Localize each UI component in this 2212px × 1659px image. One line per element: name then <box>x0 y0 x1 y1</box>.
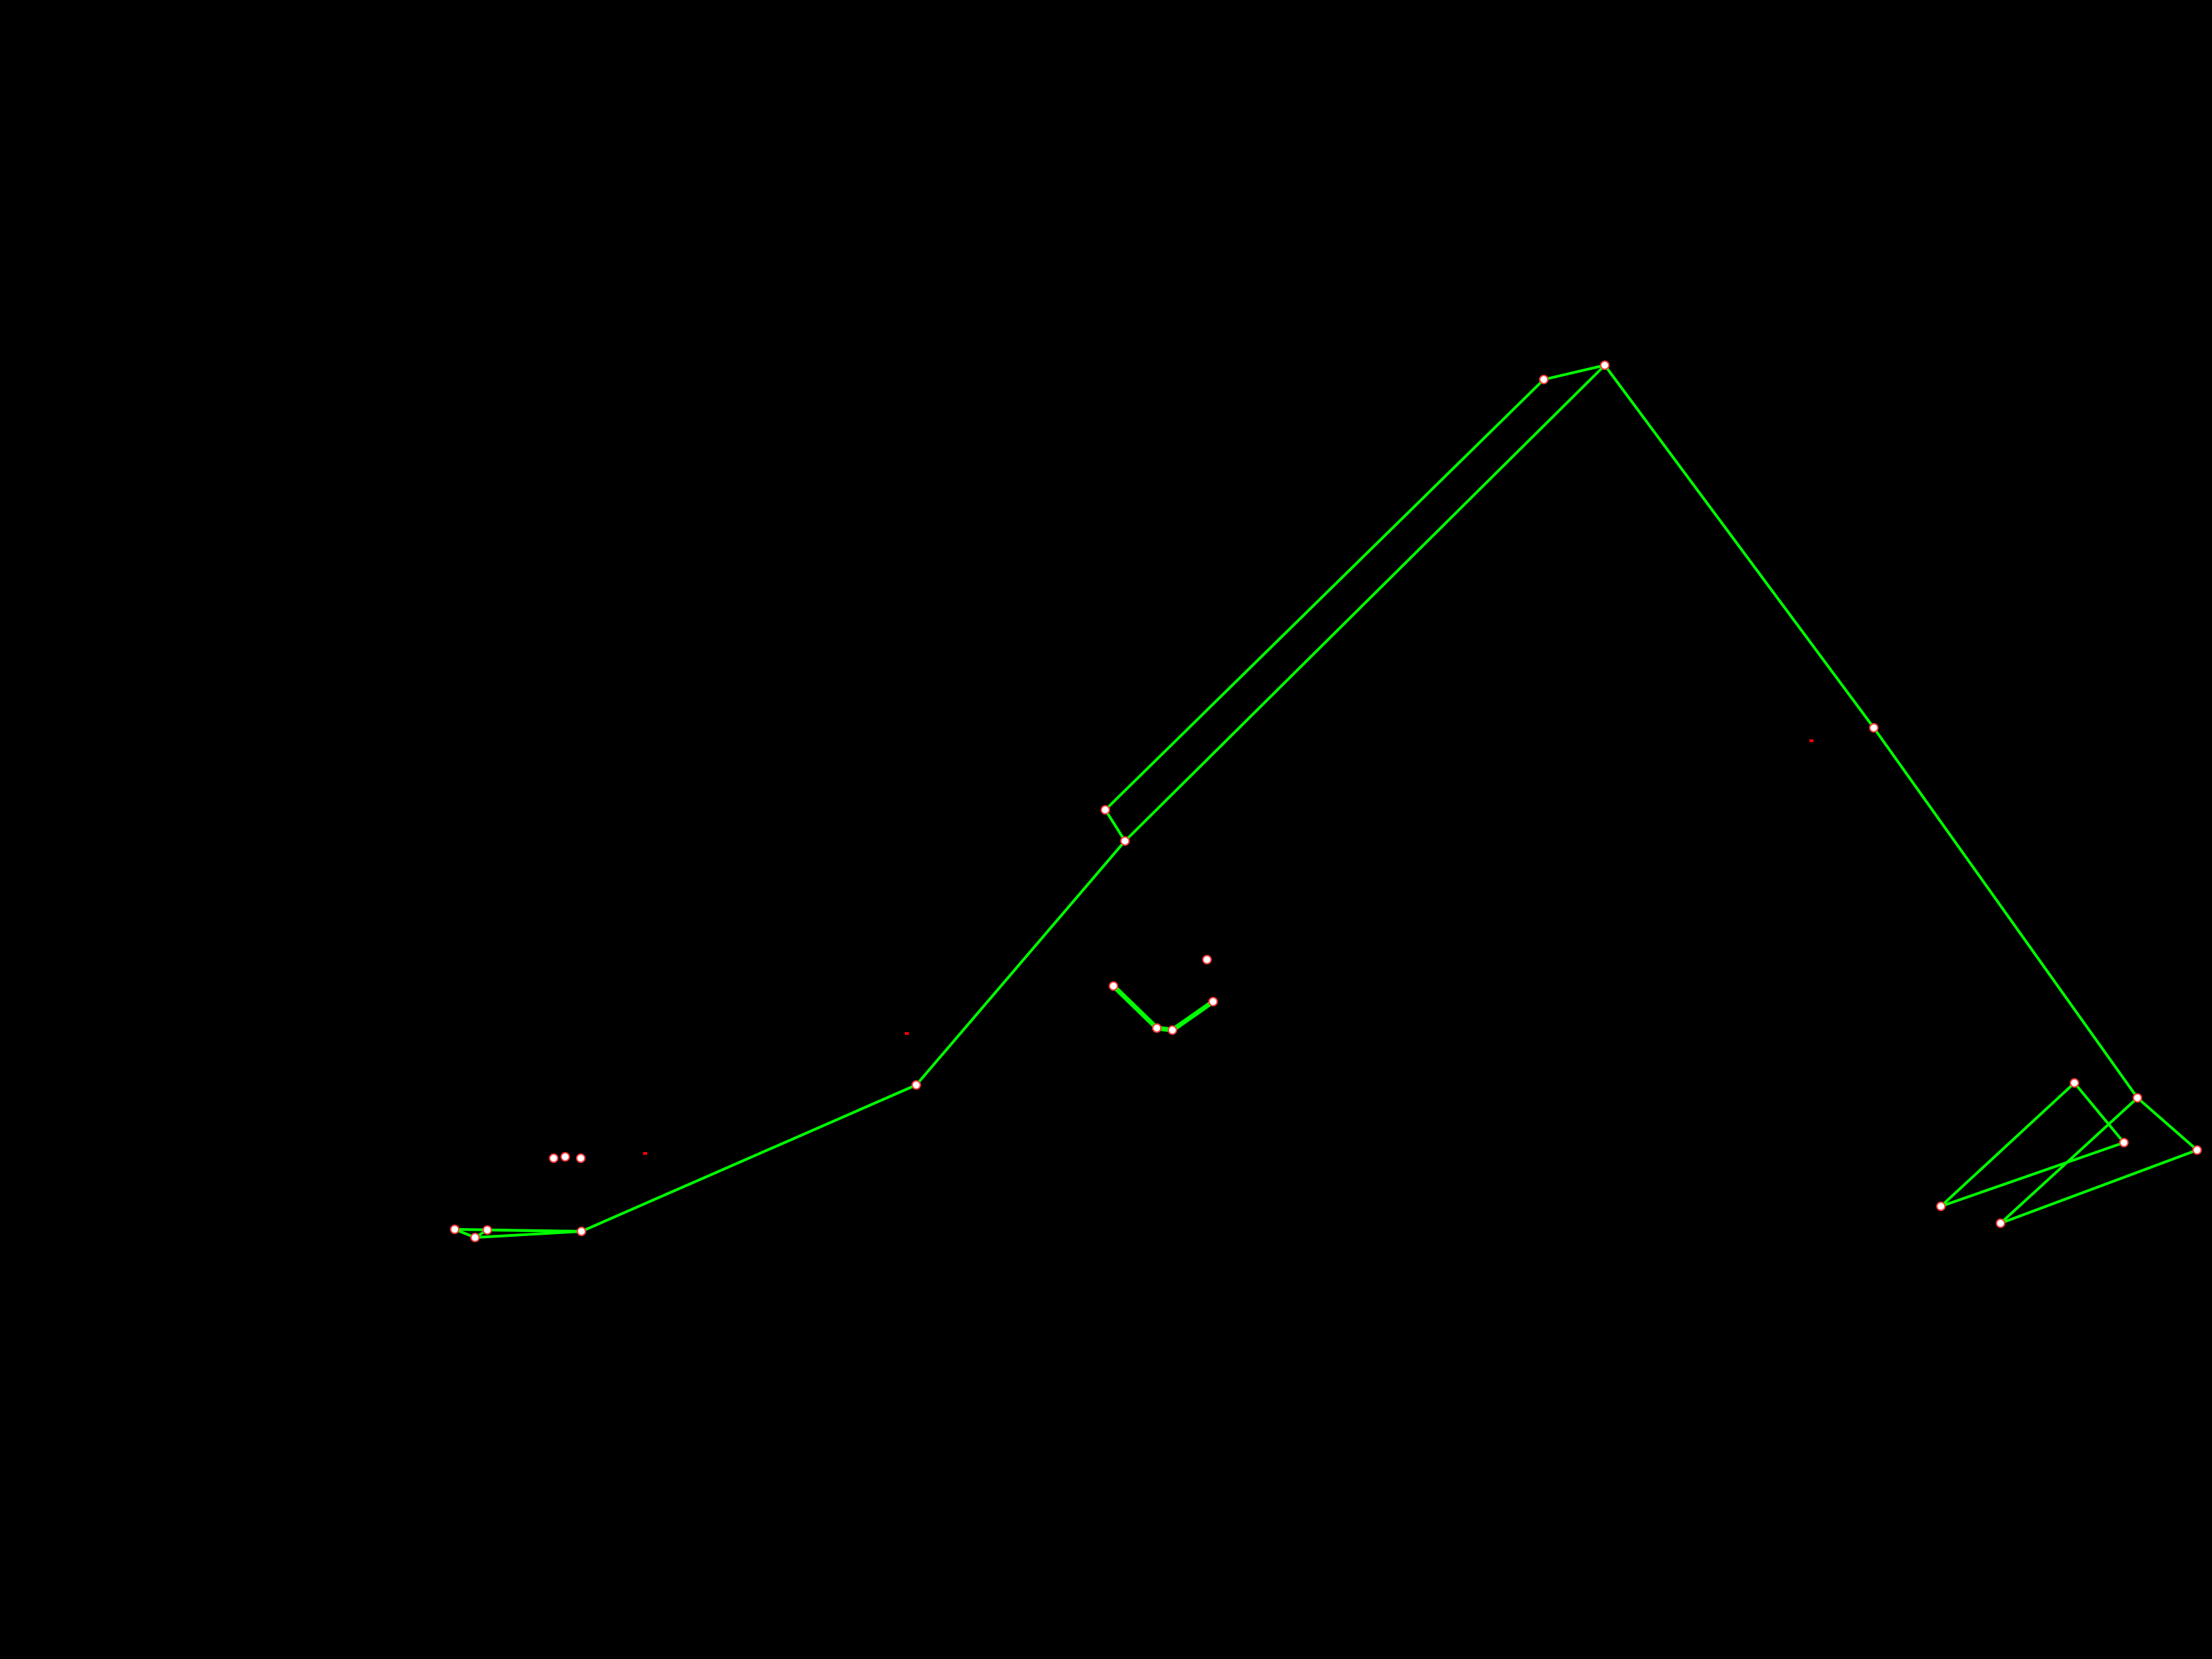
joint-point-a1 <box>1539 375 1549 384</box>
bone-line-18 <box>1940 1082 2076 1208</box>
bone-line-12 <box>1872 726 2139 1099</box>
joint-point-h3 <box>1168 1025 1177 1035</box>
joint-point-a7 <box>483 1225 492 1235</box>
bone-line-19 <box>1111 983 1160 1031</box>
stray-points <box>643 739 1814 1155</box>
bone-line-4 <box>915 840 1126 1086</box>
joint-point-f3 <box>576 1153 586 1163</box>
joint-point-b6 <box>2119 1138 2129 1147</box>
joint-point-b7 <box>1936 1202 1946 1211</box>
joint-point-b1 <box>1869 723 1879 733</box>
joint-point-a2 <box>1600 361 1610 370</box>
stray-red-point-1 <box>905 1032 909 1035</box>
bone-line-3 <box>1124 364 1606 842</box>
joint-point-h5 <box>1202 955 1212 964</box>
joint-point-a8 <box>470 1233 480 1242</box>
bone-line-11 <box>1603 364 1875 729</box>
joint-point-f2 <box>560 1152 570 1162</box>
bone-line-16 <box>2073 1082 2125 1144</box>
bone-line-14 <box>1999 1149 2198 1225</box>
joint-point-a5 <box>912 1080 921 1090</box>
joint-point-f1 <box>549 1153 558 1163</box>
bone-line-9 <box>453 1228 583 1233</box>
joint-point-h4 <box>1208 997 1218 1006</box>
joint-point-b4 <box>1996 1218 2005 1228</box>
joint-point-a3 <box>1101 805 1110 815</box>
bone-line-1 <box>1104 378 1545 811</box>
bone-line-2 <box>1104 808 1126 842</box>
joint-point-b2 <box>2133 1093 2142 1103</box>
bone-line-13 <box>2136 1097 2198 1151</box>
stray-red-point-0 <box>643 1152 647 1155</box>
skeleton-joints <box>450 361 2202 1242</box>
joint-point-b5 <box>2070 1078 2079 1088</box>
joint-point-h2 <box>1152 1023 1162 1033</box>
bone-line-21 <box>1170 999 1216 1033</box>
joint-point-a6 <box>577 1227 586 1236</box>
bone-line-0 <box>1542 364 1606 381</box>
skeleton-bones <box>453 364 2198 1239</box>
joint-point-b3 <box>2192 1145 2202 1155</box>
joint-point-a4 <box>1120 836 1130 846</box>
bone-line-5 <box>580 1084 918 1233</box>
bone-line-17 <box>1940 1141 2125 1208</box>
stray-red-point-2 <box>1809 739 1814 742</box>
joint-point-a9 <box>450 1225 459 1234</box>
joint-point-h1 <box>1109 981 1118 991</box>
